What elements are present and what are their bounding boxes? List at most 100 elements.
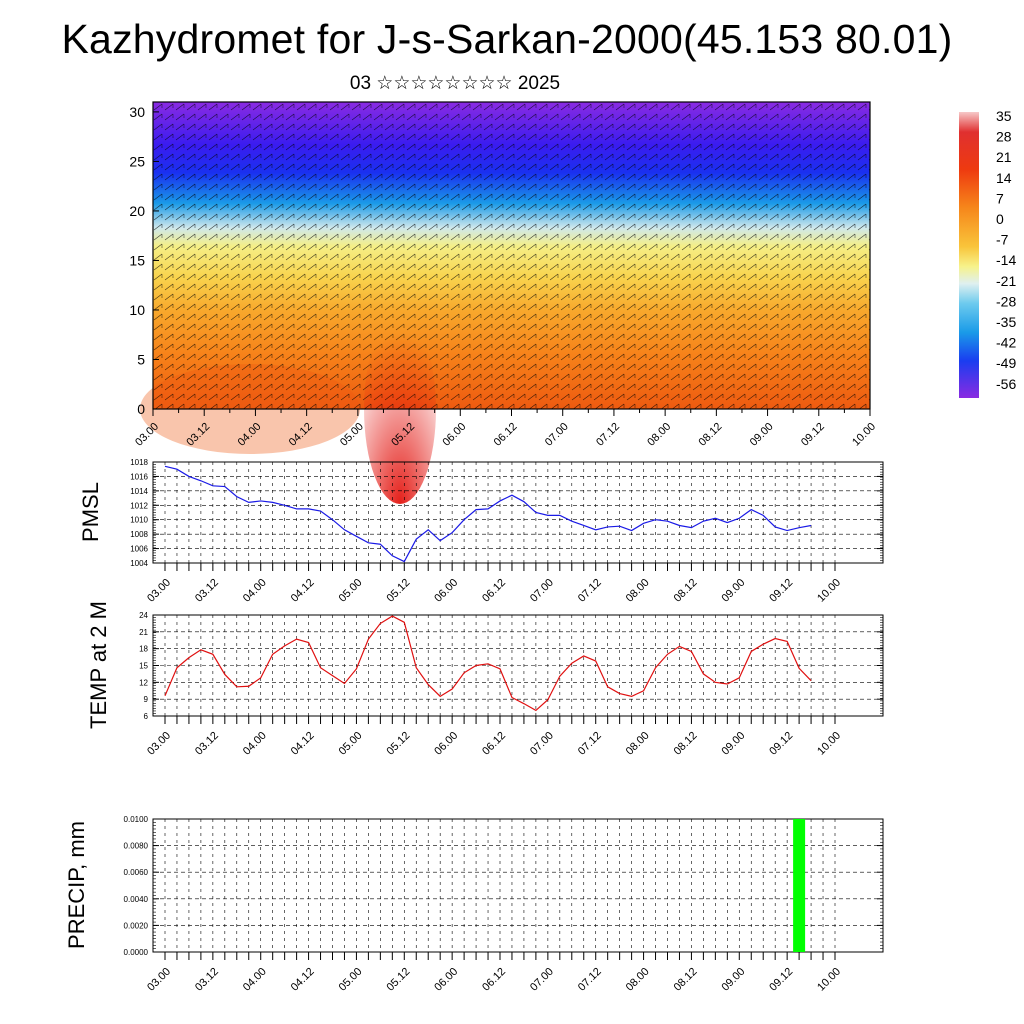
x-tick-label: 08.12 (672, 730, 700, 758)
x-tick-label: 07.12 (576, 577, 604, 605)
colorbar-label: -49 (996, 355, 1016, 371)
precip-bar (793, 819, 806, 952)
colorbar: 35 28 21 14 7 0 -7 -14 -21 -28 -35 -42 -49 -56 (959, 108, 1016, 398)
x-tick-label: 06.00 (432, 966, 460, 994)
y-tick-label: 25 (129, 153, 145, 169)
x-tick-label: 07.00 (528, 577, 556, 605)
precip-x-axis: 03.00 03.12 04.00 04.12 05.00 05.12 06.00 06.12… (145, 952, 843, 994)
y-tick-label: 1012 (130, 501, 148, 510)
x-tick-label: 10.00 (850, 421, 878, 449)
y-tick-label: 0.0000 (124, 948, 149, 957)
colorbar-label: -28 (996, 293, 1016, 309)
x-tick-label: 09.00 (719, 966, 747, 994)
x-tick-label: 08.00 (645, 421, 673, 449)
y-tick-label: 6 (144, 712, 149, 721)
x-tick-label: 03.12 (193, 730, 221, 758)
y-tick-label: 1006 (130, 545, 148, 554)
x-tick-label: 04.12 (289, 966, 317, 994)
y-tick-label: 0.0100 (124, 815, 149, 824)
colorbar-label: -35 (996, 314, 1016, 330)
precip-grid (153, 818, 883, 953)
x-tick-label: 04.12 (289, 730, 317, 758)
y-tick-label: 1018 (130, 458, 148, 467)
x-tick-label: 04.00 (241, 577, 269, 605)
colorbar-label: -56 (996, 376, 1016, 392)
x-tick-label: 05.12 (384, 966, 412, 994)
x-tick-label: 06.12 (480, 730, 508, 758)
pmsl-y-axis: 1004 1006 1008 1010 1012 1014 1016 1018 (130, 458, 883, 568)
x-tick-label: 05.12 (384, 577, 412, 605)
x-tick-label: 09.00 (719, 577, 747, 605)
x-tick-label: 09.12 (767, 577, 795, 605)
x-tick-label: 03.00 (145, 577, 173, 605)
cross-section-y-axis: 0 5 10 15 20 25 30 (129, 104, 159, 417)
pmsl-x-axis: 03.00 03.12 04.00 04.12 05.00 05.12 06.00 06.12… (145, 563, 843, 605)
x-tick-label: 09.00 (748, 421, 776, 449)
colorbar-label: -21 (996, 273, 1016, 289)
x-tick-label: 03.12 (193, 577, 221, 605)
y-tick-label: 1010 (130, 516, 148, 525)
temp-y-axis: 6 9 12 15 18 21 24 (139, 611, 883, 721)
colorbar-label: 14 (996, 170, 1012, 186)
x-tick-label: 05.12 (384, 730, 412, 758)
x-tick-label: 03.12 (193, 966, 221, 994)
x-tick-label: 08.12 (697, 421, 725, 449)
x-tick-label: 07.00 (528, 730, 556, 758)
x-tick-label: 08.00 (624, 966, 652, 994)
pmsl-y-axis-label: PMSL (78, 482, 103, 542)
pmsl-frame (152, 461, 884, 564)
x-tick-label: 04.12 (289, 577, 317, 605)
x-tick-label: 05.00 (337, 730, 365, 758)
precip-y-axis-label: PRECIP, mm (64, 821, 89, 949)
x-tick-label: 06.12 (480, 966, 508, 994)
temp-y-axis-label: TEMP at 2 M (86, 601, 111, 729)
x-tick-label: 10.00 (815, 966, 843, 994)
x-tick-label: 05.00 (337, 577, 365, 605)
x-tick-label: 05.00 (337, 966, 365, 994)
y-tick-label: 10 (129, 302, 145, 318)
x-tick-label: 08.12 (672, 577, 700, 605)
x-tick-label: 08.12 (672, 966, 700, 994)
colorbar-labels: 35 28 21 14 7 0 -7 -14 -21 -28 -35 -42 -49 -56 (996, 108, 1016, 392)
temp-series-line (164, 615, 812, 712)
colorbar-label: 21 (996, 149, 1012, 165)
y-tick-label: 18 (139, 645, 148, 654)
colorbar-label: 35 (996, 108, 1012, 124)
y-tick-label: 12 (139, 678, 148, 687)
x-tick-label: 06.00 (432, 577, 460, 605)
y-tick-label: 1008 (130, 530, 148, 539)
x-tick-label: 07.00 (528, 966, 556, 994)
x-tick-label: 06.12 (492, 421, 520, 449)
y-tick-label: 24 (139, 611, 148, 620)
y-tick-label: 0.0080 (124, 842, 149, 851)
pmsl-grid (153, 461, 883, 564)
precip-frame (152, 818, 884, 953)
x-tick-label: 09.12 (799, 421, 827, 449)
y-tick-label: 5 (137, 351, 145, 367)
colorbar-label: -7 (996, 232, 1009, 248)
x-tick-label: 03.00 (145, 966, 173, 994)
precip-panel: 0.0000 0.0020 0.0040 0.0060 0.0080 0.0100 03.… (64, 815, 884, 994)
x-tick-label: 03.00 (145, 730, 173, 758)
y-tick-label: 1014 (130, 487, 148, 496)
colorbar-label: -14 (996, 252, 1016, 268)
x-tick-label: 04.00 (241, 730, 269, 758)
wind-barbs (153, 102, 870, 409)
temp-panel: 6 9 12 15 18 21 24 03.00 03.12 04.00 04.12 05.00 05… (86, 601, 884, 758)
y-tick-label: 30 (129, 104, 145, 120)
y-tick-label: 9 (144, 695, 149, 704)
precip-y-axis: 0.0000 0.0020 0.0040 0.0060 0.0080 0.0100 (124, 815, 883, 957)
x-tick-label: 07.12 (594, 421, 622, 449)
y-tick-label: 15 (139, 662, 148, 671)
x-tick-label: 10.00 (815, 577, 843, 605)
y-tick-label: 1016 (130, 472, 148, 481)
y-tick-label: 0.0020 (124, 921, 149, 930)
colorbar-label: -42 (996, 335, 1016, 351)
x-tick-label: 07.00 (543, 421, 571, 449)
precip-bars (793, 819, 806, 952)
y-tick-label: 20 (129, 203, 145, 219)
y-tick-label: 0.0040 (124, 895, 149, 904)
